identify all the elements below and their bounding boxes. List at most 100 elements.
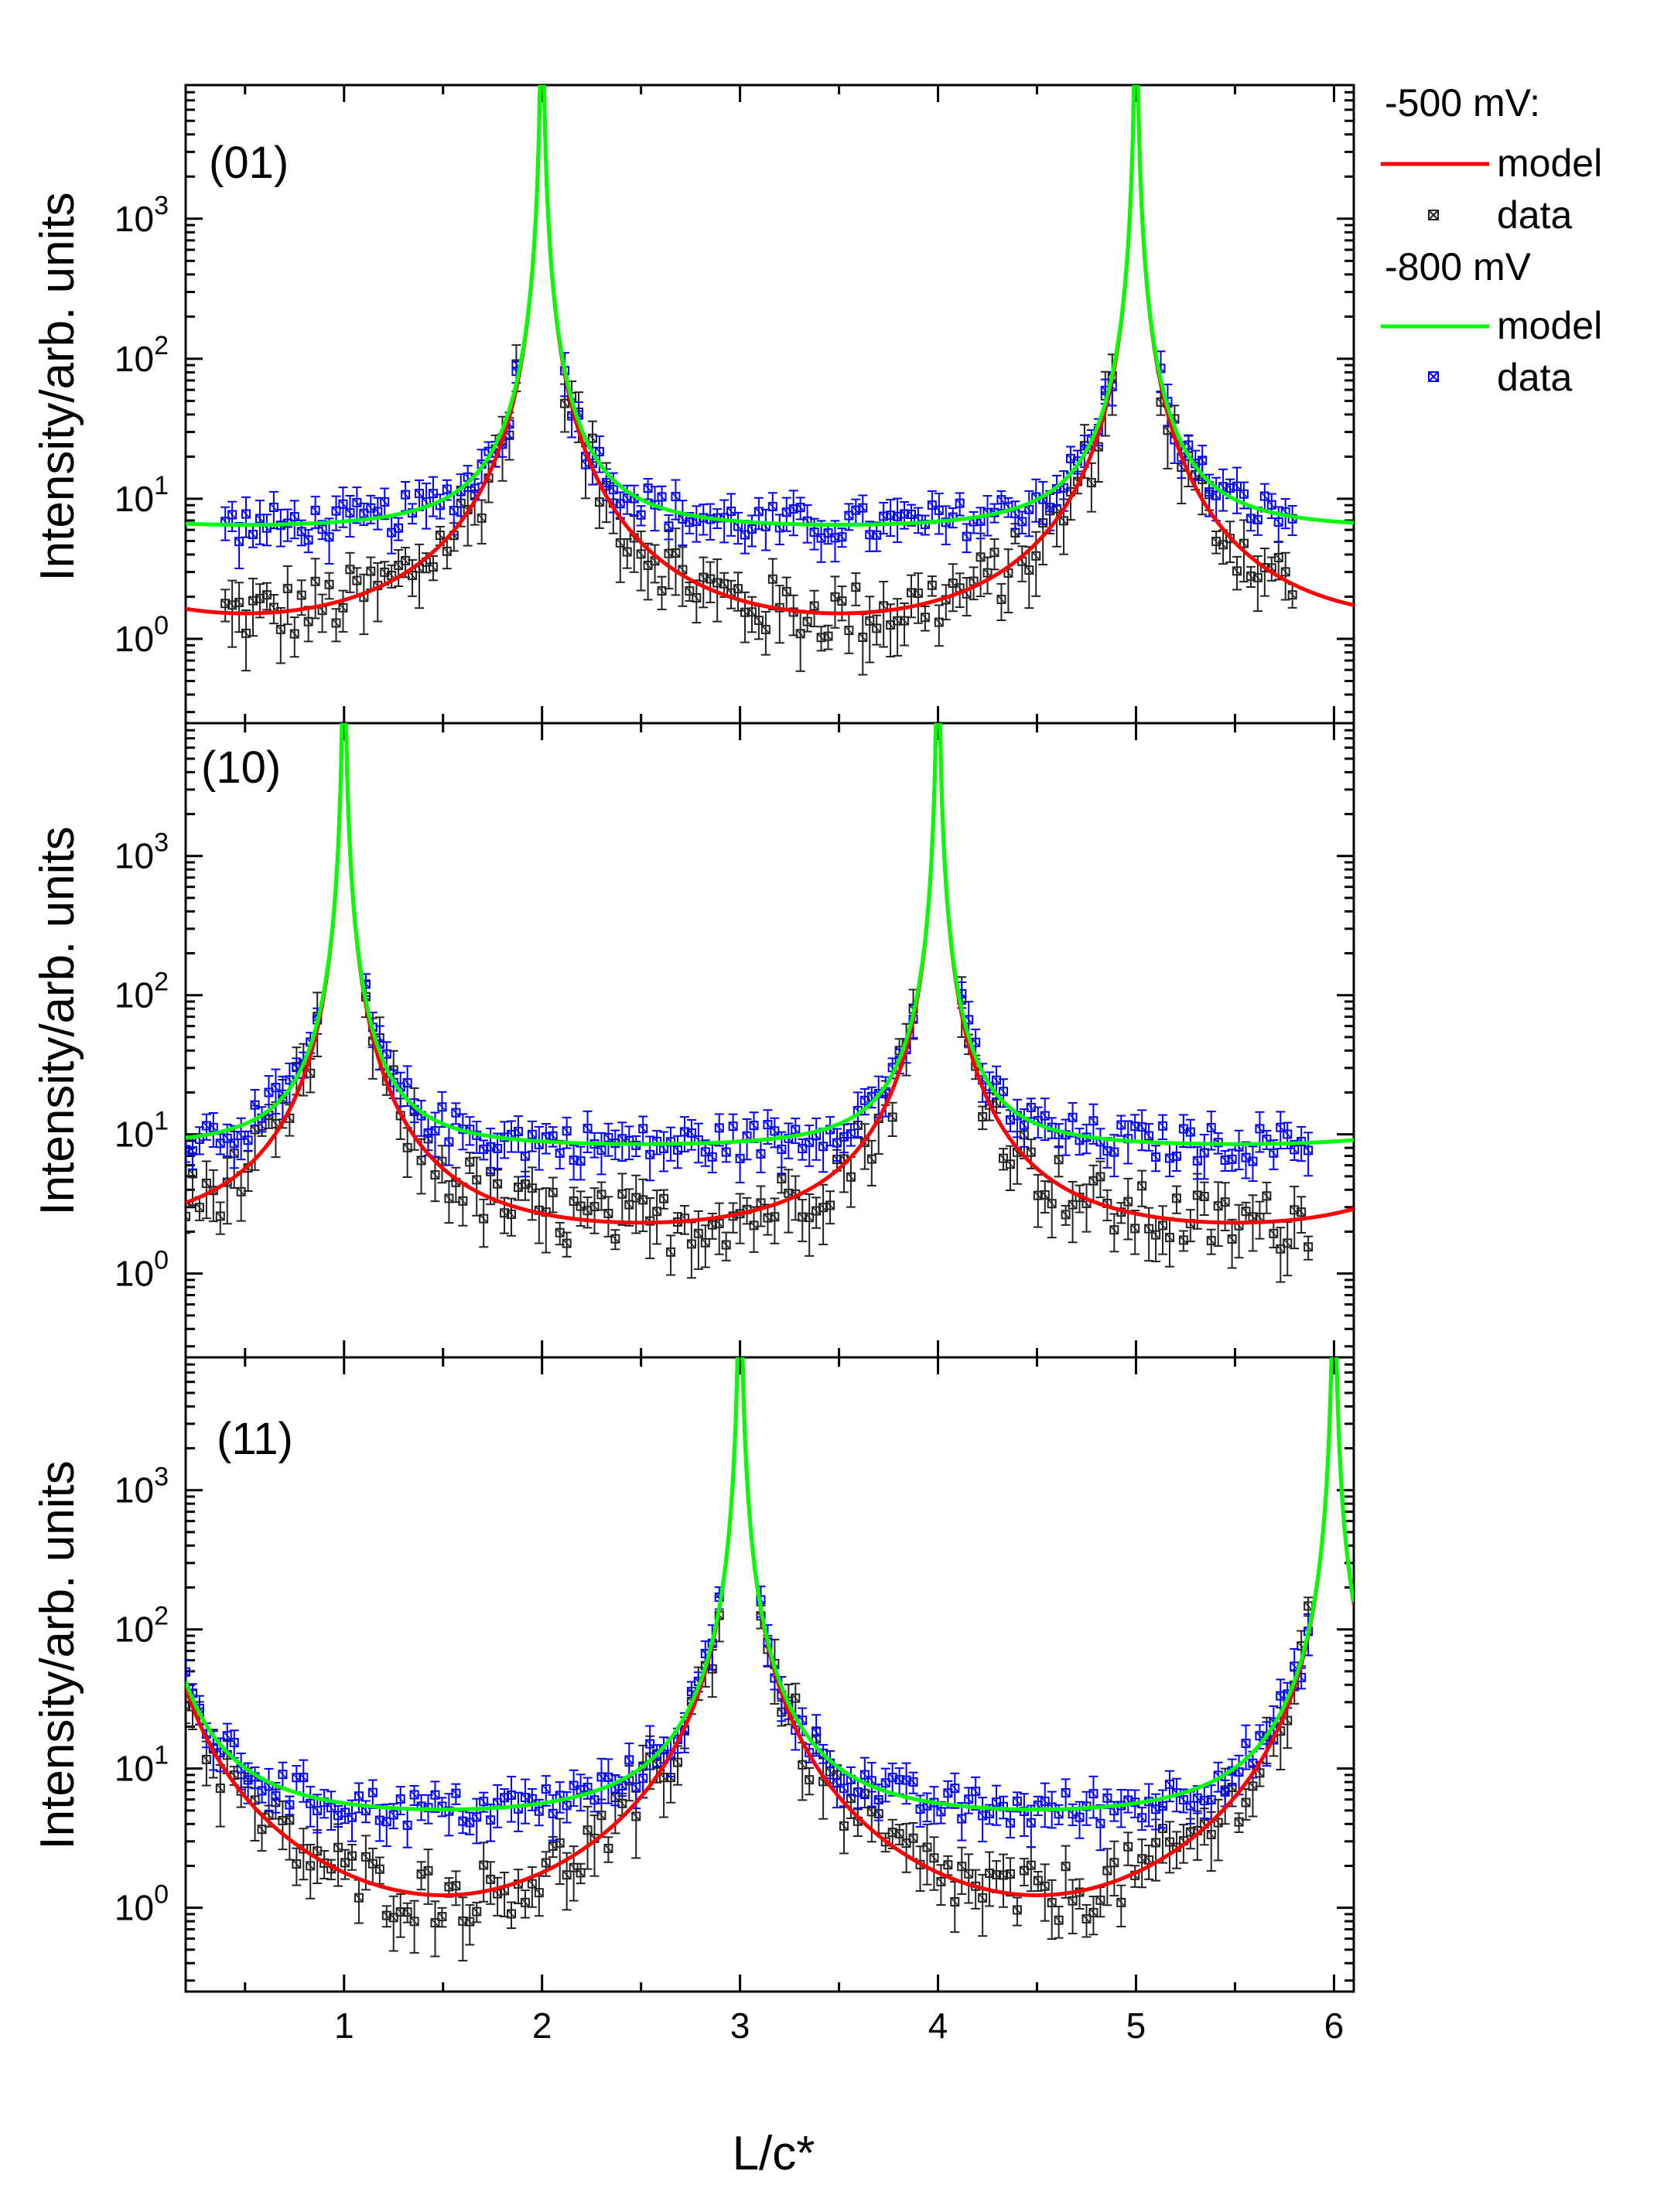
data-point-500mv-marker-x <box>1241 1798 1251 1807</box>
data-point-500mv <box>583 1805 593 1870</box>
data-point-500mv-marker-x <box>521 1898 530 1907</box>
data-point-800mv-marker <box>250 1100 260 1110</box>
data-point-500mv-marker-x <box>768 575 777 584</box>
data-point-800mv <box>394 517 404 541</box>
data-point-500mv-marker-x <box>888 1112 897 1121</box>
data-point-800mv-marker-x <box>832 1138 842 1148</box>
data-point-500mv-marker <box>292 1859 302 1869</box>
data-point-500mv <box>201 1160 211 1220</box>
data-point-500mv <box>733 572 743 612</box>
data-point-500mv-marker <box>234 597 244 607</box>
data-point-800mv-marker <box>777 1144 787 1154</box>
data-point-500mv-marker <box>844 626 854 636</box>
data-point-500mv-marker <box>1068 1896 1078 1906</box>
data-point-800mv-marker-x <box>188 1146 197 1155</box>
data-point-500mv-marker <box>1137 1181 1147 1191</box>
data-point-500mv-marker-x <box>957 1862 966 1871</box>
data-point-800mv-marker-x <box>1274 517 1283 527</box>
data-point-800mv <box>373 497 383 531</box>
data-point-500mv <box>805 1767 815 1796</box>
data-point-800mv-marker-x <box>839 1132 849 1142</box>
data-point-500mv-marker-x <box>726 589 736 598</box>
data-point-500mv-marker <box>659 1193 669 1203</box>
data-point-500mv-marker <box>186 1211 190 1221</box>
data-point-800mv-marker <box>271 1790 281 1801</box>
data-point-800mv-marker-x <box>258 1786 267 1795</box>
data-point-500mv-marker <box>500 1208 510 1218</box>
data-point-800mv-marker-x <box>844 511 853 521</box>
data-point-800mv-marker <box>996 495 1006 505</box>
data-point-500mv <box>1019 1858 1029 1886</box>
data-point-500mv <box>324 572 334 600</box>
data-point-500mv-marker <box>366 566 376 576</box>
data-point-800mv-marker <box>1206 1122 1216 1132</box>
data-point-800mv <box>345 494 355 538</box>
data-point-500mv <box>444 1179 454 1224</box>
data-point-800mv-marker-x <box>417 1111 426 1121</box>
data-point-500mv-marker <box>1095 1172 1105 1182</box>
data-point-500mv-marker <box>982 568 993 578</box>
data-point-500mv-marker <box>1259 562 1269 572</box>
data-point-500mv <box>622 538 632 569</box>
data-point-800mv-marker-x <box>387 528 396 538</box>
data-point-500mv-marker-x <box>1158 1220 1167 1230</box>
data-point-500mv <box>1171 1185 1181 1214</box>
data-point-800mv-marker-x <box>1184 440 1193 450</box>
data-point-800mv-marker <box>243 1775 253 1785</box>
data-point-500mv-marker-x <box>823 632 833 641</box>
data-point-500mv-marker <box>1158 1220 1168 1231</box>
data-point-800mv-marker <box>423 1128 433 1138</box>
data-point-500mv-marker-x <box>258 1825 267 1834</box>
data-point-500mv-marker <box>1061 1862 1071 1872</box>
data-point-500mv <box>659 1189 669 1210</box>
data-point-500mv-marker-x <box>216 1211 225 1220</box>
data-point-800mv <box>303 528 313 554</box>
data-point-500mv-marker <box>451 1881 461 1891</box>
data-point-500mv-marker-x <box>237 1187 246 1196</box>
data-point-500mv-marker-x <box>1031 551 1040 561</box>
data-point-500mv-marker-x <box>535 1888 544 1897</box>
data-point-500mv-marker-x <box>1059 516 1068 525</box>
data-point-500mv <box>1206 1228 1216 1255</box>
data-point-800mv-marker <box>428 489 438 499</box>
data-point-500mv <box>1102 1848 1112 1906</box>
data-point-500mv <box>830 575 840 629</box>
data-point-800mv-marker <box>401 490 411 500</box>
data-point-500mv-marker-x <box>1006 1869 1015 1879</box>
data-point-500mv-marker <box>948 578 958 588</box>
data-point-500mv-marker-x <box>853 1817 863 1826</box>
data-point-500mv-marker <box>275 624 285 634</box>
data-point-500mv-marker-x <box>651 556 660 565</box>
data-point-800mv-marker <box>615 499 625 509</box>
data-point-500mv-marker-x <box>255 594 265 603</box>
data-point-500mv-marker-x <box>227 600 237 609</box>
data-point-800mv-marker <box>442 484 452 494</box>
data-point-500mv <box>1068 1879 1078 1934</box>
data-point-800mv-marker-x <box>664 521 674 531</box>
data-point-500mv-marker-x <box>803 617 812 626</box>
data-point-800mv-marker-x <box>331 507 341 516</box>
data-point-800mv <box>261 514 272 547</box>
data-point-500mv <box>340 1848 350 1880</box>
data-point-500mv-marker <box>992 1869 1002 1879</box>
model-curve-500mv <box>186 723 1354 1225</box>
data-point-500mv-marker <box>1287 590 1297 600</box>
data-point-800mv-marker <box>886 510 896 521</box>
data-point-500mv-marker <box>1199 1191 1209 1201</box>
data-point-500mv-marker <box>250 1795 260 1805</box>
data-point-800mv-marker <box>215 1138 225 1149</box>
model-curve-800mv <box>186 723 1354 1146</box>
data-point-500mv-marker <box>1005 1159 1015 1169</box>
data-point-800mv-marker <box>187 1146 197 1156</box>
data-point-500mv-marker <box>753 616 764 626</box>
data-point-800mv-marker <box>1252 514 1263 524</box>
data-point-800mv-marker-x <box>1253 515 1263 524</box>
data-point-500mv-marker <box>1081 1913 1092 1924</box>
data-point-800mv-marker <box>992 1075 1002 1085</box>
data-point-500mv-marker <box>264 1810 274 1820</box>
data-point-800mv-marker <box>1255 1124 1265 1134</box>
data-point-500mv-marker-x <box>914 589 923 598</box>
data-point-500mv-marker <box>587 433 597 443</box>
data-point-500mv <box>920 606 930 632</box>
data-point-800mv <box>285 1795 295 1816</box>
